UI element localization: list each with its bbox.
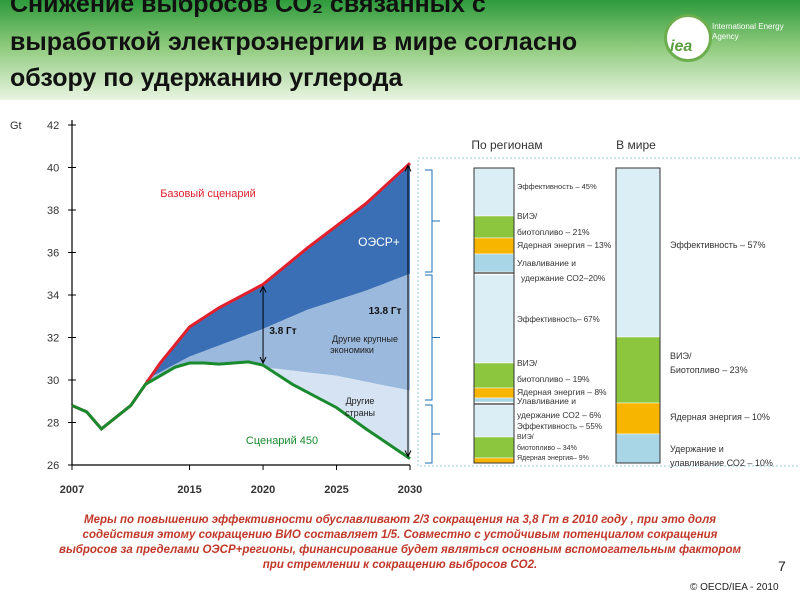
region3-efficiency-label: Эффективность – 55% [517,422,602,431]
region1-ccs-label-2: удержание СО2–20% [521,273,606,283]
side-panel-frame [417,157,800,467]
world-renew-label-1: ВИЭ/ [670,351,692,361]
y-tick-label: 36 [47,248,59,260]
page-title-line-3: обзору по удержанию углерода [10,64,403,92]
region-bars-outline [473,167,515,464]
region3-renew-label-2: биотопливо – 34% [517,444,577,452]
region2-renew-label-1: ВИЭ/ [517,358,538,368]
iea-logo-icon [664,14,712,62]
y-axis-label: Gt [10,120,22,132]
label-base-scenario: Базовый сценарий [160,188,256,200]
world-bar-outline [615,167,661,464]
region1-renew-bar [473,215,515,239]
band-other-countries [145,361,410,459]
region1-efficiency-label: Эффективность – 45% [517,182,597,191]
label-major-economies-1: Другие крупные [332,334,398,344]
x-tick-label: 2007 [60,484,84,496]
x-tick-label: 2020 [251,484,275,496]
region1-nuclear-bar [473,237,515,255]
region3-nuclear-bar [473,457,515,464]
region2-nuclear-label: Ядерная энергия – 8% [517,387,607,397]
x-tick-label: 2025 [324,484,348,496]
region3-nuclear-label: Ядерная энергия– 9% [517,455,589,462]
y-tick-label: 26 [47,460,59,472]
gap-arrow-2030-head-top [404,164,412,172]
region1-renew-label-2: биотопливо – 21% [517,227,590,237]
gap-arrow-2020-head-top [259,285,267,293]
band-major-economies [145,273,410,391]
y-tick-label: 40 [47,163,59,175]
label-other-countries-1: Другие [346,396,375,406]
region2-ccs-label-2: удержание СО2 – 6% [517,410,602,420]
region2-renew-bar [473,362,515,389]
footnote-text: Меры по повышению эффективности обуславл… [59,514,741,571]
iea-logo-org: International Energy Agency [712,22,784,41]
header-banner: Снижение выбросов СО₂ связанных с вырабо… [0,0,800,100]
label-450-scenario: Сценарий 450 [246,435,318,447]
gap-arrow-2020-head-bottom [259,356,267,365]
region3-efficiency-bar [473,404,515,438]
region2-nuclear-bar [473,387,515,399]
region-bracket-1 [425,274,433,401]
label-major-economies-2: экономики [330,345,374,355]
region1-nuclear-label: Ядерная энергия – 13% [517,240,612,250]
y-tick-label: 34 [47,290,59,302]
region2-ccs-label-1: Улавливание и [517,396,576,406]
region-bracket-2 [425,404,433,464]
world-renew-bar [615,336,661,404]
y-tick-label: 38 [47,205,59,217]
iea-logo-text: iea [670,38,693,55]
page-title-line-2: выработкой электроэнергии в мире согласн… [10,28,578,56]
region3-renew-bar [473,436,515,459]
side-header-regions: По регионам [471,138,542,152]
copyright: © OECD/IEA - 2010 [690,582,779,593]
world-nuclear-label: Ядерная энергия – 10% [670,412,770,422]
gap-arrow-2030-head-bottom [404,450,412,458]
world-renew-label-2: Биотопливо – 23% [670,365,748,375]
world-ccs-label-2: улавливание СО2 – 10% [670,458,773,468]
region1-renew-label-1: ВИЭ/ [517,211,538,221]
world-efficiency-label: Эффективность – 57% [670,240,766,250]
series-line-450 [71,360,411,460]
y-tick-label: 28 [47,418,59,430]
region1-ccs-label-1: Улавливание и [517,258,576,268]
page-number: 7 [778,558,786,574]
page-title-line-1: Снижение выбросов СО₂ связанных с [10,0,486,18]
region-bracket-0 [425,169,433,273]
emissions-chart: 26 28 30 32 34 36 38 40 42 2007 2015 2020 2025 2030 Gt… [10,120,800,496]
x-tick-label: 2030 [398,484,422,496]
y-tick-label: 30 [47,375,59,387]
region3-renew-label-1: ВИЭ/ [517,434,534,441]
x-tick-label: 2015 [177,484,201,496]
region2-renew-label-2: биотопливо – 19% [517,374,590,384]
label-gap-big: 13.8 Гт [369,306,402,317]
y-tick-label: 42 [47,120,59,132]
region1-ccs-bar [473,253,515,273]
region2-efficiency-bar [473,274,515,364]
y-tick-label: 32 [47,333,59,345]
world-ccs-label-1: Удержание и [670,444,724,454]
label-other-countries-2: страны [345,408,375,418]
region1-efficiency-bar [473,167,515,217]
label-oecd: ОЭСР+ [358,235,400,249]
world-nuclear-bar [615,402,661,435]
label-gap-small: 3.8 Гт [269,326,296,337]
side-header-world: В мире [616,138,656,152]
region2-efficiency-label: Эффективность– 67% [517,315,600,324]
world-ccs-bar [615,433,661,464]
region2-ccs-bar [473,397,515,403]
world-efficiency-bar [615,167,661,338]
